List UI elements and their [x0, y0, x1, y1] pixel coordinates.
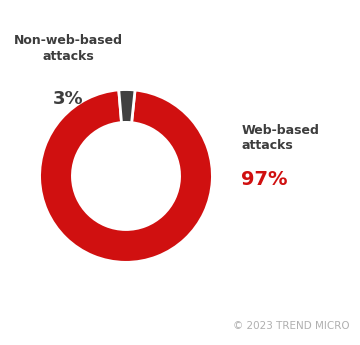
- Text: 3%: 3%: [53, 90, 84, 108]
- Text: Web-based
attacks: Web-based attacks: [241, 124, 319, 152]
- Wedge shape: [40, 90, 212, 262]
- Text: 97%: 97%: [241, 170, 288, 189]
- Text: © 2023 TREND MICRO: © 2023 TREND MICRO: [233, 321, 349, 331]
- Text: Non-web-based
attacks: Non-web-based attacks: [14, 34, 123, 62]
- Wedge shape: [119, 90, 135, 123]
